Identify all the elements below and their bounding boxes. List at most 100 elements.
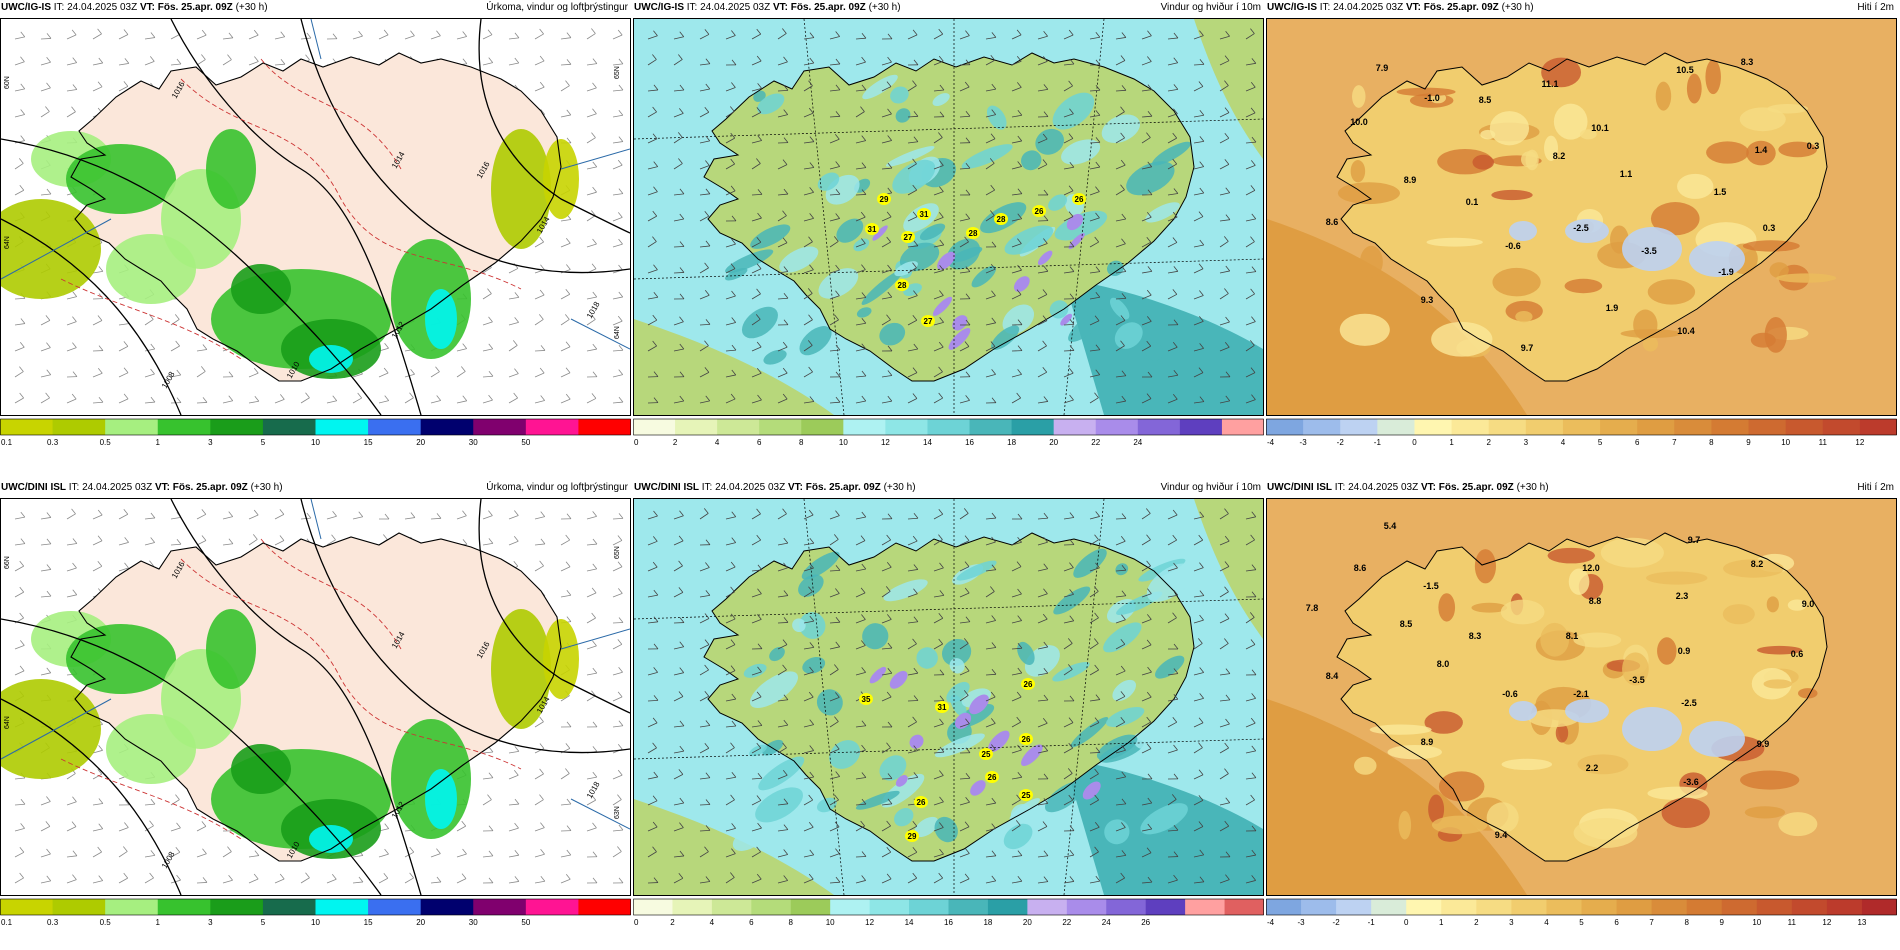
gust-area [1082, 781, 1101, 800]
temperature-value: 9.3 [1421, 295, 1434, 305]
temperature-area [1471, 602, 1508, 613]
wind-map[interactable]: 31 27 31 29 28 28 26 26 28 27 [633, 18, 1264, 416]
colorbar-swatch [1027, 899, 1068, 915]
colorbar-label: 0.5 [100, 438, 112, 447]
colorbar-swatch [751, 899, 792, 915]
colorbar-swatch [1546, 899, 1582, 915]
temperature-value: 8.8 [1589, 596, 1602, 606]
gust-marker [914, 796, 928, 808]
colorbar-label: 12 [865, 918, 874, 927]
temperature-area [1763, 679, 1793, 689]
colorbar-swatch [633, 899, 673, 915]
wind-speed-area [934, 733, 985, 758]
temperature-area [1424, 711, 1463, 734]
wind-speed-area [1104, 819, 1130, 845]
temperature-area [1431, 815, 1488, 835]
wind-speed-area [749, 744, 767, 757]
colorbar-swatch [1336, 899, 1372, 915]
temperature-area [1573, 817, 1638, 849]
colorbar-swatch [52, 899, 106, 915]
wind-speed-area [1133, 732, 1149, 749]
temperature-area [1723, 559, 1784, 578]
cold-area [1622, 707, 1682, 751]
temperature-area [1541, 57, 1582, 88]
panel-title: Vindur og hviður í 10m [1160, 2, 1261, 13]
vt-label: VT: [154, 482, 170, 493]
colorbar-swatch [987, 899, 1028, 915]
colorbar-label: 6 [1635, 438, 1640, 447]
colorbar-swatch [105, 419, 159, 435]
wind-speed-area [836, 218, 864, 243]
panel-title: Úrkoma, vindur og loftþrýstingur [486, 2, 628, 13]
colorbar-label: 24 [1133, 438, 1142, 447]
wind-speed-area [817, 172, 840, 191]
lead-time: (+30 h) [868, 2, 901, 13]
colorbar-swatch [1511, 899, 1547, 915]
colorbar-swatch [1406, 899, 1442, 915]
temperature-value: 8.9 [1404, 175, 1417, 185]
colorbar-swatch [1179, 419, 1223, 435]
temperature-area [1547, 547, 1596, 564]
wind-speed-area [1146, 563, 1194, 602]
wind-speed-area [862, 74, 898, 100]
precip-map[interactable]: 1016 1014 1012 1010 1008 1016 1014 1018 60N 64N 65… [0, 18, 631, 416]
temperature-area [1426, 237, 1483, 247]
colorbar-label: 26 [1141, 918, 1150, 927]
wind-speed-area [829, 740, 861, 769]
colorbar-label: 2 [1474, 918, 1479, 927]
vt-label: VT: [787, 482, 803, 493]
wind-speed-area [1052, 661, 1090, 682]
wind-speed-area [1109, 297, 1130, 320]
warm-sea-area [1267, 219, 1527, 415]
gust-area [1021, 744, 1043, 767]
temperature-area [1650, 202, 1700, 236]
colorbar-swatch [1340, 419, 1378, 435]
wind-speed-area [941, 638, 972, 667]
temp-map[interactable]: 5.4 9.7 8.6 -1.5 12.0 8.2 7.8 8.8 2.3 9.0 8.5 8.3 8.… [1266, 498, 1897, 896]
colorbar-swatch [1266, 419, 1304, 435]
temperature-value: 8.3 [1741, 57, 1754, 67]
gust-marker [1072, 193, 1086, 205]
model-name: UWC/DINI ISL [1, 482, 66, 493]
colorbar-swatch [1095, 419, 1139, 435]
precip-map[interactable]: 1016 1014 1012 1010 1008 1016 1014 1018 66N 64N 65… [0, 498, 631, 896]
gust-marker [1032, 205, 1046, 217]
temperature-area [1622, 652, 1649, 686]
colorbar-label: 6 [749, 918, 754, 927]
colorbar-swatches [0, 419, 631, 435]
wind-map[interactable]: 35 31 26 26 26 25 26 25 29 [633, 498, 1264, 896]
temp-map[interactable]: 7.9 -1.0 8.5 11.1 10.5 8.3 10.0 10.1 8.2 1.4 0.3 8.… [1266, 18, 1897, 416]
colorbar-swatch [525, 899, 579, 915]
temperature-area [1352, 85, 1366, 108]
temperature-value: -1.0 [1424, 93, 1440, 103]
wind-speed-area [818, 268, 859, 299]
colorbar-swatch [262, 419, 316, 435]
temperature-value: 0.3 [1807, 141, 1820, 151]
colorbar-swatch [1011, 419, 1055, 435]
colorbar-swatch [1562, 419, 1601, 435]
colorbar-label: 0 [634, 438, 639, 447]
gust-marker [979, 748, 993, 760]
precip-area [309, 825, 353, 853]
colorbar-label: 1 [1449, 438, 1454, 447]
temp-colorbar: -4 -3 -2 -1 0 1 2 3 4 5 6 7 8 9 10 11 12 [1266, 417, 1897, 451]
temperature-value: -2.5 [1681, 698, 1697, 708]
colorbar-label: 18 [983, 918, 992, 927]
colorbar-frame [1266, 418, 1897, 436]
colorbar-label: 0.1 [1, 918, 13, 927]
temperature-value: -2.5 [1573, 223, 1589, 233]
temperature-area [1568, 568, 1590, 595]
gust-marker [917, 208, 931, 220]
gust-value: 25 [1022, 791, 1031, 800]
wind-speed-area [757, 93, 785, 115]
model-name: UWC/DINI ISL [1267, 482, 1332, 493]
panel-title: Úrkoma, vindur og loftþrýstingur [486, 482, 628, 493]
wind-speed-area [758, 756, 805, 791]
temperature-value: 0.9 [1678, 646, 1691, 656]
valid-time: Fös. 25.apr. 09Z [790, 2, 866, 13]
gust-area [970, 780, 986, 796]
it-label: IT: [686, 2, 698, 13]
gust-marker [877, 193, 891, 205]
gust-value: 31 [868, 225, 877, 234]
gust-marker [1021, 678, 1035, 690]
